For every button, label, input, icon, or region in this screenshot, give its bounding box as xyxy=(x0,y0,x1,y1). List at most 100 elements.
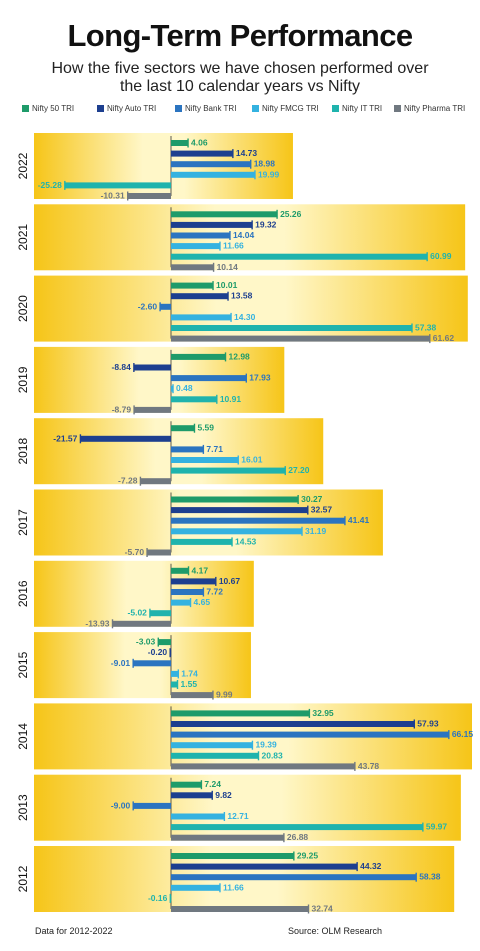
bar xyxy=(171,385,174,392)
bar xyxy=(171,578,216,585)
bar xyxy=(171,221,253,228)
data-label: 14.04 xyxy=(233,230,255,240)
data-label: 0.48 xyxy=(176,383,193,393)
legend-label: Nifty 50 TRI xyxy=(32,104,75,113)
data-label: 66.15 xyxy=(452,729,474,739)
data-label: 13.58 xyxy=(231,291,253,301)
data-label: 61.62 xyxy=(433,333,455,343)
year-label: 2012 xyxy=(16,865,30,892)
year-label: 2020 xyxy=(16,295,30,322)
legend-label: Nifty Bank TRI xyxy=(185,104,237,113)
legend-swatch xyxy=(394,105,401,113)
bar xyxy=(112,620,171,627)
data-label: 10.91 xyxy=(220,394,242,404)
data-label: -2.60 xyxy=(138,301,158,311)
bar xyxy=(160,303,171,310)
chart-title: Long-Term Performance xyxy=(67,18,413,53)
data-label: -9.00 xyxy=(111,800,131,810)
data-label: 19.39 xyxy=(255,740,277,750)
data-label: 10.67 xyxy=(219,576,241,586)
data-label: 7.72 xyxy=(206,587,223,597)
data-label: -5.70 xyxy=(125,547,145,557)
bar xyxy=(171,353,226,360)
year-label: 2022 xyxy=(16,152,30,179)
bar xyxy=(171,264,214,271)
data-label: 14.30 xyxy=(234,312,256,322)
bar xyxy=(171,834,284,841)
data-label: -25.28 xyxy=(38,180,62,190)
bar xyxy=(171,567,189,574)
data-label: 30.27 xyxy=(301,494,323,504)
bar xyxy=(171,763,355,770)
data-label: -8.84 xyxy=(111,362,131,372)
data-label: 12.98 xyxy=(229,351,251,361)
data-label: 1.74 xyxy=(181,668,198,678)
data-label: 9.99 xyxy=(216,690,233,700)
bar xyxy=(171,161,251,168)
bar xyxy=(64,182,171,189)
legend-swatch xyxy=(252,105,259,113)
data-label: -7.28 xyxy=(118,476,138,486)
bar xyxy=(134,406,171,413)
bar xyxy=(140,478,171,485)
data-label: 58.38 xyxy=(419,872,441,882)
bar xyxy=(171,243,220,250)
legend-label: Nifty Auto TRI xyxy=(107,104,157,113)
legend-item: Nifty Auto TRI xyxy=(97,104,156,113)
legend-swatch xyxy=(332,105,339,113)
legend-item: Nifty Bank TRI xyxy=(175,104,236,113)
year-panel xyxy=(34,774,461,841)
data-label: -3.03 xyxy=(136,637,156,647)
data-label: 4.06 xyxy=(191,138,208,148)
data-label: 7.71 xyxy=(206,444,223,454)
bar xyxy=(171,692,213,699)
legend-label: Nifty IT TRI xyxy=(342,104,383,113)
data-label: 5.59 xyxy=(197,423,214,433)
data-label: 32.95 xyxy=(312,708,334,718)
legend-label: Nifty Pharma TRI xyxy=(404,104,466,113)
data-label: 10.01 xyxy=(216,280,238,290)
data-label: 19.32 xyxy=(255,219,277,229)
bar xyxy=(133,802,171,809)
data-label: -5.02 xyxy=(128,608,148,618)
year-panel xyxy=(34,275,468,342)
bar xyxy=(171,150,233,157)
bar xyxy=(171,293,229,300)
bar xyxy=(171,874,417,881)
bar xyxy=(171,599,191,606)
data-label: 14.73 xyxy=(236,148,258,158)
bar xyxy=(171,375,247,382)
data-label: 16.01 xyxy=(241,455,263,465)
data-label: 57.38 xyxy=(415,323,437,333)
data-label: -13.93 xyxy=(85,618,109,628)
data-label: 27.20 xyxy=(288,465,310,475)
bar xyxy=(171,517,345,524)
data-label: 25.26 xyxy=(280,209,302,219)
bar xyxy=(171,396,217,403)
bar xyxy=(171,140,189,146)
data-label: 60.99 xyxy=(430,251,452,261)
bar xyxy=(171,884,220,891)
year-label: 2019 xyxy=(16,366,30,393)
bar xyxy=(171,710,310,717)
data-label: 20.83 xyxy=(261,750,283,760)
bar xyxy=(171,457,239,463)
bar xyxy=(171,538,233,545)
data-label: 14.53 xyxy=(235,536,257,546)
legend-item: Nifty 50 TRI xyxy=(22,104,74,113)
bar xyxy=(171,824,423,831)
bar xyxy=(171,670,179,677)
data-label: 29.25 xyxy=(297,851,319,861)
year-label: 2017 xyxy=(16,509,30,536)
data-label: 19.99 xyxy=(258,169,280,179)
year-label: 2016 xyxy=(16,580,30,607)
bar xyxy=(80,435,171,442)
legend: Nifty 50 TRI Nifty Auto TRI Nifty Bank TRI… xyxy=(22,104,472,118)
year-label: 2021 xyxy=(16,224,30,251)
bar xyxy=(127,193,171,199)
data-label: 32.57 xyxy=(311,505,333,515)
data-label: 12.71 xyxy=(227,811,249,821)
bar xyxy=(158,639,171,646)
data-label: 44.32 xyxy=(360,861,382,871)
